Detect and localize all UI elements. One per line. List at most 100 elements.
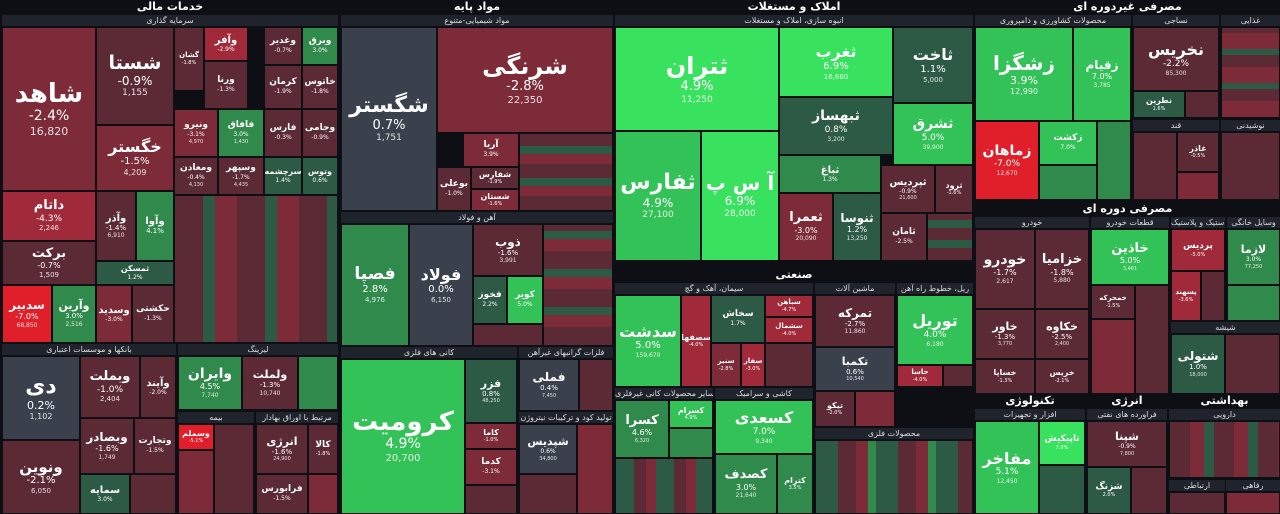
ticker-vaafar[interactable]: وآفر -2.9%	[204, 27, 248, 61]
ticker-anergy[interactable]: انرژی -1.6% 24,900	[256, 424, 308, 474]
small-tiles[interactable]	[308, 474, 338, 514]
ticker-velmelat[interactable]: ولملت -1.3% 10,740	[242, 356, 298, 410]
ticker-vorna[interactable]: ورنا -1.3%	[204, 61, 248, 109]
ticker-vasdid[interactable]: وسدید -3.0%	[96, 285, 132, 343]
ticker-tokko[interactable]: تیکو -2.0%	[815, 391, 855, 427]
ticker-shetoli[interactable]: شتولی 1.0% 18,000	[1171, 334, 1225, 394]
small-tiles[interactable]	[1177, 172, 1219, 200]
small-tiles[interactable]	[1169, 492, 1225, 514]
ticker-zamahan[interactable]: زماهان -7.0% 12,670	[975, 121, 1039, 200]
ticker-semaye[interactable]: سمایه 3.0%	[80, 474, 130, 514]
ticker-foolad[interactable]: فولاد 0.0% 6,150	[409, 224, 473, 346]
ticker-sefoha[interactable]: سصفها -4.0%	[681, 295, 711, 387]
ticker-takht[interactable]: ثاخت 1.1% 5,000	[893, 27, 973, 103]
ticker-hasina[interactable]: حاسا -4.0%	[897, 365, 943, 387]
ticker-tapikish[interactable]: تاپیکیش 7.0%	[1039, 421, 1085, 465]
ticker-nakhris[interactable]: نخریس -2.2% 85,300	[1133, 27, 1219, 91]
ticker-gashan[interactable]: گشان -1.8%	[174, 27, 204, 91]
ticker-kadma[interactable]: کدما -3.1%	[465, 449, 517, 485]
small-tiles[interactable]	[473, 324, 543, 346]
ticker-vaghadir[interactable]: وغدیر -0.7%	[264, 27, 302, 65]
small-tiles[interactable]	[174, 195, 338, 343]
ticker-khamohra[interactable]: خمحرکه -1.5%	[1091, 285, 1135, 319]
ticker-day[interactable]: دی 0.2% 1,102	[2, 356, 80, 440]
small-tiles[interactable]	[615, 458, 713, 514]
ticker-shahed[interactable]: شاهد -2.4% 16,820	[2, 27, 96, 191]
ticker-kama[interactable]: کاما -1.0%	[465, 423, 517, 449]
ticker-vamaadan[interactable]: ومعادن -0.4% 4,130	[174, 157, 218, 195]
small-tiles[interactable]	[1131, 467, 1167, 514]
ticker-farabours[interactable]: فرابورس -1.5%	[256, 474, 308, 514]
ticker-taomran[interactable]: ثعمرا -3.0% 20,090	[779, 193, 833, 261]
ticker-shazang[interactable]: شزنگ 2.0%	[1087, 467, 1131, 514]
ticker-khaver[interactable]: خاور -1.3% 3,770	[975, 309, 1035, 359]
ticker-kesra[interactable]: کسرا 4.6% 6,320	[615, 400, 669, 458]
ticker-vatoos[interactable]: وتوس 0.6%	[302, 157, 338, 195]
small-tiles[interactable]	[1185, 91, 1219, 118]
ticker-kavir[interactable]: کویر 5.0%	[507, 276, 543, 324]
ticker-khiran[interactable]: خریس -2.1%	[1035, 359, 1089, 394]
ticker-varyan[interactable]: وآرین 3.0% 2,516	[52, 285, 96, 343]
small-tiles[interactable]	[1169, 421, 1280, 478]
ticker-khrisa[interactable]: خساپا -1.3%	[975, 359, 1035, 394]
ticker-tamrakeh[interactable]: تمرکه -2.7% 11,860	[815, 295, 895, 347]
ticker-vajami[interactable]: وجامی -0.9%	[302, 109, 338, 157]
small-tiles[interactable]	[1039, 165, 1097, 200]
small-tiles[interactable]	[1226, 492, 1280, 514]
ticker-khadin[interactable]: خاذین 5.0% 3,461	[1091, 229, 1169, 285]
small-tiles[interactable]	[669, 428, 713, 458]
ticker-fameli[interactable]: فملی 0.4% 7,450	[519, 359, 579, 411]
ticker-vairan[interactable]: وایران 4.5% 7,740	[178, 356, 242, 410]
ticker-ketram[interactable]: کترام 3.5%	[777, 454, 813, 514]
small-tiles[interactable]	[214, 424, 254, 514]
ticker-zagros[interactable]: زشگزا 3.9% 12,990	[975, 27, 1073, 121]
ticker-sarchashme[interactable]: سرچشمه 1.4%	[264, 157, 302, 195]
ticker-shana[interactable]: شپنا -0.9% 7,800	[1087, 421, 1167, 467]
small-tiles[interactable]	[1039, 465, 1085, 514]
ticker-kromit[interactable]: کرومیت 4.9% 20,700	[341, 359, 465, 514]
ticker-zakesht[interactable]: زکشت 7.0%	[1039, 121, 1097, 165]
ticker-safar[interactable]: سفار -3.0%	[741, 343, 765, 387]
ticker-boali[interactable]: بوعلی -1.0%	[437, 167, 471, 211]
ticker-sehnir[interactable]: سنیر -2.8%	[711, 343, 741, 387]
small-tiles[interactable]	[1135, 285, 1169, 394]
ticker-tabagh[interactable]: ثباغ 1.3%	[779, 155, 881, 193]
ticker-kala[interactable]: کالا -1.8%	[308, 424, 338, 474]
ticker-tooril[interactable]: توریل 4.0% 6,180	[897, 295, 973, 365]
small-tiles[interactable]	[1221, 27, 1280, 118]
ticker-vaazar[interactable]: وآذر -1.4% 6,910	[96, 191, 136, 261]
small-tiles[interactable]	[577, 424, 613, 514]
ticker-sabahan[interactable]: سباهن -4.7%	[765, 295, 813, 317]
small-tiles[interactable]	[815, 440, 973, 514]
small-tiles[interactable]	[1133, 132, 1177, 200]
ticker-tapardis[interactable]: ثپردیس -0.9% 21,600	[881, 165, 935, 213]
ticker-sharangi[interactable]: شرنگی -2.8% 22,350	[437, 27, 613, 133]
small-tiles[interactable]	[1201, 271, 1225, 321]
ticker-sedasht[interactable]: سدشت 5.0% 159,670	[615, 295, 681, 387]
small-tiles[interactable]	[1091, 319, 1135, 394]
small-tiles[interactable]	[765, 343, 813, 387]
ticker-pardis[interactable]: پردیس -5.0%	[1171, 229, 1225, 271]
ticker-tekmba[interactable]: تکمبا 0.6% 10,540	[815, 347, 895, 391]
ticker-lazma[interactable]: لازما 3.0% 77,250	[1227, 229, 1280, 285]
ticker-kerman[interactable]: کرمان -1.9%	[264, 65, 302, 109]
ticker-varegh[interactable]: وبرق 3.0%	[302, 27, 338, 65]
small-tiles[interactable]	[543, 224, 613, 346]
ticker-khakoh[interactable]: خکاوه -2.5% 2,400	[1035, 309, 1089, 359]
small-tiles[interactable]	[298, 356, 338, 410]
small-tiles[interactable]	[1227, 285, 1280, 321]
ticker-hekshti[interactable]: حکشتی -1.3%	[132, 285, 174, 343]
ticker-sadbir[interactable]: سدبیر -7.0% 68,850	[2, 285, 52, 343]
ticker-barakat[interactable]: برکت -0.7% 1,509	[2, 241, 96, 285]
small-tiles[interactable]	[943, 365, 973, 387]
ticker-tamaman[interactable]: ثامان -2.5%	[881, 213, 927, 261]
ticker-khodro[interactable]: خودرو -1.7% 2,617	[975, 229, 1035, 309]
ticker-vesmelat[interactable]: وسملم -5.1%	[178, 424, 214, 450]
ticker-tavsa[interactable]: ثنوسا 1.2% 13,250	[833, 193, 881, 261]
small-tiles[interactable]	[465, 485, 517, 514]
small-tiles[interactable]	[130, 474, 176, 514]
ticker-kesram[interactable]: کسرام 4.9%	[669, 400, 713, 428]
small-tiles[interactable]	[1225, 334, 1280, 394]
ticker-shpdis[interactable]: شپدیس 0.6% 34,800	[519, 424, 577, 474]
ticker-fesapa[interactable]: فصپا 2.8% 4,976	[341, 224, 409, 346]
